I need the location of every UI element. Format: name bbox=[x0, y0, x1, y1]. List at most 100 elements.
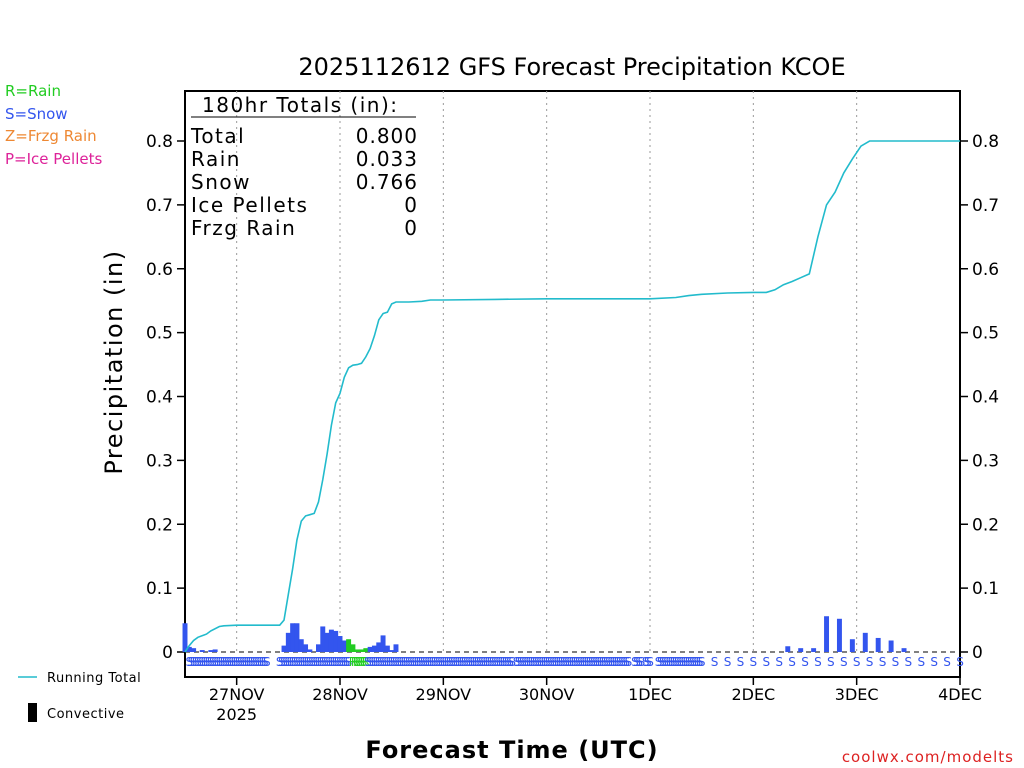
precip-type-marker: S bbox=[237, 655, 245, 669]
precip-type-marker: S bbox=[239, 655, 247, 669]
x-tick-label: 28NOV bbox=[312, 685, 368, 704]
precip-type-marker: S bbox=[244, 655, 252, 669]
precip-type-marker: S bbox=[905, 655, 913, 669]
precip-type-marker: S bbox=[930, 655, 938, 669]
precip-type-marker: S bbox=[315, 655, 323, 669]
precip-type-marker: S bbox=[590, 655, 598, 669]
precip-type-marker: S bbox=[190, 655, 198, 669]
precip-type-marker: R bbox=[360, 655, 368, 669]
precip-type-marker: S bbox=[543, 655, 551, 669]
precip-type-marker: S bbox=[666, 655, 674, 669]
precip-type-marker: S bbox=[317, 655, 325, 669]
precip-type-marker: S bbox=[491, 655, 499, 669]
totals-label-rain: Rain bbox=[191, 147, 241, 171]
plot-area bbox=[184, 90, 961, 678]
precip-type-marker: S bbox=[519, 655, 527, 669]
y-tick-label-left: 0.2 bbox=[146, 515, 173, 535]
precip-type-marker: R bbox=[353, 655, 361, 669]
precip-bar bbox=[298, 639, 304, 652]
precip-type-marker: S bbox=[586, 655, 594, 669]
precip-bar bbox=[862, 632, 868, 652]
precip-type-marker: S bbox=[737, 655, 745, 669]
precip-type-marker: R bbox=[355, 655, 363, 669]
precip-type-marker: S bbox=[465, 655, 473, 669]
precip-type-marker: S bbox=[224, 655, 232, 669]
totals-value-ice-pellets: 0 bbox=[404, 193, 418, 217]
precip-type-marker: S bbox=[681, 655, 689, 669]
precip-type-marker: S bbox=[414, 655, 422, 669]
precip-type-marker: S bbox=[691, 655, 699, 669]
precip-type-marker: S bbox=[444, 655, 452, 669]
y-tick-label-right: 0.8 bbox=[972, 132, 999, 152]
precip-type-marker: S bbox=[409, 655, 417, 669]
precip-type-marker: S bbox=[213, 655, 221, 669]
x-tick-label: 2DEC bbox=[731, 685, 775, 704]
precip-type-marker: S bbox=[532, 655, 540, 669]
precip-type-marker: S bbox=[211, 655, 219, 669]
precip-bar bbox=[824, 616, 830, 652]
y-tick-label-right: 0.3 bbox=[972, 451, 999, 471]
y-tick-label-right: 0.1 bbox=[972, 579, 999, 599]
precip-type-marker: S bbox=[261, 655, 269, 669]
precip-type-marker: S bbox=[222, 655, 230, 669]
precip-type-marker: S bbox=[495, 655, 503, 669]
precip-type-marker: S bbox=[644, 655, 652, 669]
gridlines bbox=[185, 91, 960, 653]
precip-type-marker: S bbox=[582, 655, 590, 669]
precip-type-marker: S bbox=[676, 655, 684, 669]
precip-type-marker: S bbox=[506, 655, 514, 669]
precip-type-marker: S bbox=[879, 655, 887, 669]
precip-type-marker: S bbox=[610, 655, 618, 669]
precip-bar bbox=[333, 630, 339, 652]
precip-bar bbox=[875, 637, 881, 652]
precip-bar bbox=[367, 646, 373, 652]
precip-type-marker: S bbox=[646, 655, 654, 669]
series-legend: Running Total Convective bbox=[18, 671, 141, 722]
precip-type-marker: S bbox=[321, 655, 329, 669]
precip-type-marker: S bbox=[655, 655, 663, 669]
precip-type-marker: S bbox=[338, 655, 346, 669]
totals-label-ice-pellets: Ice Pellets bbox=[191, 193, 308, 217]
precip-bar bbox=[315, 644, 321, 652]
x-tick-label: 29NOV bbox=[416, 685, 472, 704]
x-tick-label: 3DEC bbox=[835, 685, 879, 704]
precip-type-marker: S bbox=[788, 655, 796, 669]
precip-type-marker: S bbox=[278, 655, 286, 669]
precip-type-marker: S bbox=[429, 655, 437, 669]
x-tick-label: 27NOV bbox=[209, 685, 265, 704]
precip-bar bbox=[376, 642, 382, 652]
precip-type-marker: S bbox=[840, 655, 848, 669]
precip-type-marker: S bbox=[472, 655, 480, 669]
precip-bar bbox=[285, 632, 291, 652]
precip-type-marker: S bbox=[588, 655, 596, 669]
precip-type-marker: S bbox=[480, 655, 488, 669]
precip-type-marker: S bbox=[418, 655, 426, 669]
precip-bar bbox=[307, 649, 313, 652]
precip-type-marker: R bbox=[362, 655, 370, 669]
totals-label-frzg-rain: Frzg Rain bbox=[191, 216, 296, 240]
precip-type-marker: S bbox=[250, 655, 258, 669]
precip-type-marker: S bbox=[229, 655, 237, 669]
precip-type-marker: S bbox=[696, 655, 704, 669]
precip-bar bbox=[341, 640, 347, 652]
precip-type-marker: S bbox=[657, 655, 665, 669]
precip-type-marker: S bbox=[541, 655, 549, 669]
precip-bar bbox=[359, 649, 365, 652]
precip-type-marker: S bbox=[293, 655, 301, 669]
running-total-line bbox=[184, 140, 960, 653]
precip-bar bbox=[384, 645, 390, 652]
precip-type-marker: S bbox=[470, 655, 478, 669]
precip-type-marker: S bbox=[827, 655, 835, 669]
precip-bar bbox=[836, 618, 842, 652]
y-tick-label-left: 0.4 bbox=[146, 388, 173, 408]
precip-bar bbox=[328, 629, 334, 652]
precip-bar bbox=[849, 639, 855, 652]
y-tick-label-left: 0.3 bbox=[146, 451, 173, 471]
precip-type-marker: S bbox=[280, 655, 288, 669]
y-tick-label-left: 0.8 bbox=[146, 132, 173, 152]
precip-type-marker: S bbox=[956, 655, 964, 669]
precip-type-marker: S bbox=[455, 655, 463, 669]
precip-type-marker: S bbox=[381, 655, 389, 669]
precip-type-marker: S bbox=[801, 655, 809, 669]
